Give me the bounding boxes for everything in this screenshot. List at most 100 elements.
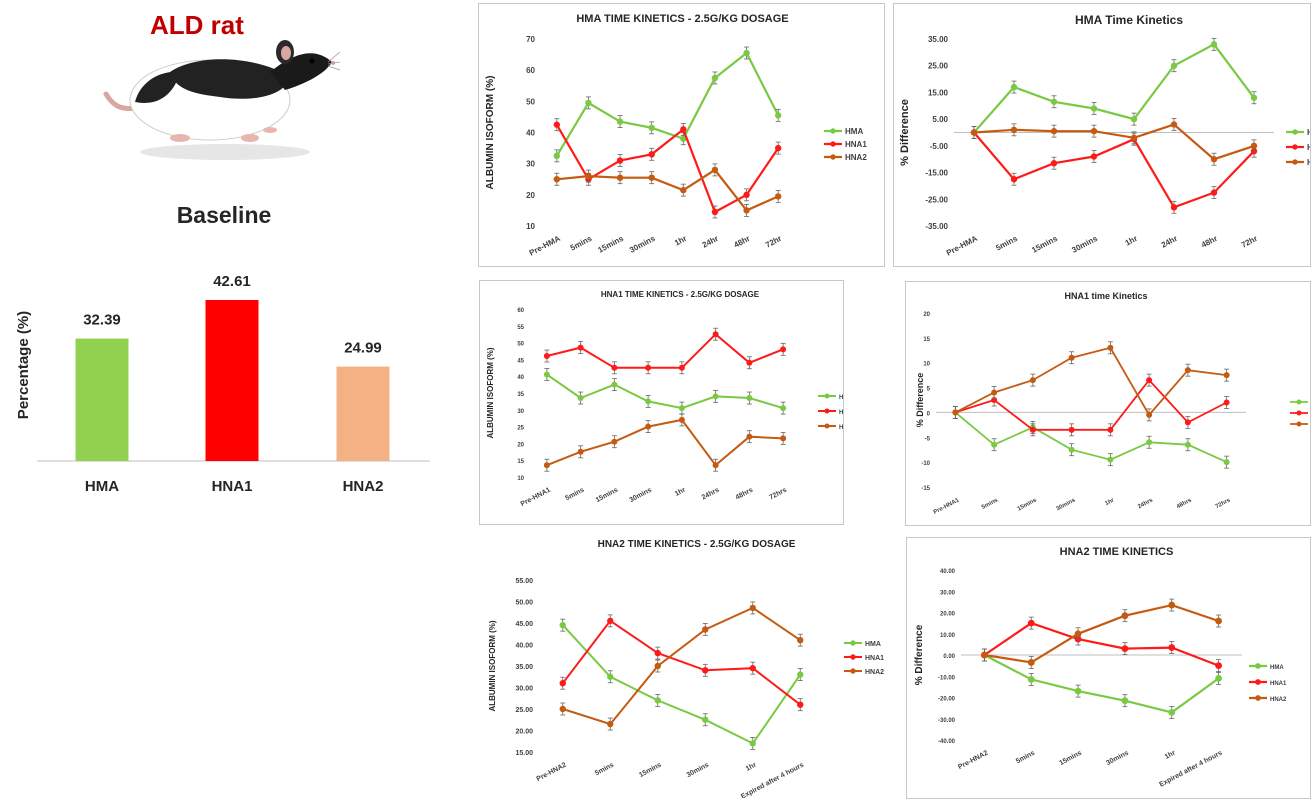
x-tick-label: 48hr — [732, 234, 751, 250]
data-point-hna2 — [991, 389, 998, 396]
y-tick-label: 40 — [526, 129, 535, 138]
data-point-hma — [1168, 708, 1176, 716]
x-tick-label: 48hrs — [735, 487, 755, 502]
chart-panel-hma-diff: HMA Time Kinetics % Difference -35.00 -25.0… — [893, 3, 1311, 267]
series-line-hma — [954, 411, 1227, 463]
x-tick-label: Pre-HNA1 — [933, 497, 961, 516]
data-point-hma — [678, 405, 685, 412]
x-tick-label: 5mins — [994, 234, 1019, 253]
y-tick-label: -5.00 — [930, 142, 949, 151]
data-point-hna2 — [970, 129, 978, 136]
data-point-hma — [743, 49, 750, 57]
series-line-hna2 — [984, 603, 1219, 664]
x-tick-label: Pre-HMA — [945, 234, 979, 258]
legend-label-hma: HMA — [865, 641, 881, 648]
legend-marker-hna1 — [850, 654, 856, 660]
legend-marker-hma — [1296, 399, 1302, 405]
legend-marker-hna1 — [824, 408, 830, 414]
x-tick-label: 72hr — [1240, 234, 1259, 250]
data-point-hna2 — [1184, 367, 1191, 374]
chart-panel-hna2-diff: HNA2 TIME KINETICS % Difference -40.00 -30.… — [906, 537, 1311, 799]
y-tick-label: 45.00 — [515, 621, 533, 628]
data-point-hna1 — [543, 353, 550, 360]
data-point-hna2 — [743, 207, 750, 214]
data-point-hna1 — [774, 144, 782, 152]
data-point-hma — [654, 697, 661, 704]
data-point-hma — [1184, 441, 1191, 448]
data-point-hna1 — [1027, 619, 1035, 627]
series-line-hma — [973, 42, 1255, 134]
x-tick-label: 24hrs — [701, 487, 721, 502]
y-tick-label: 25.00 — [515, 707, 533, 714]
series-line-hna2 — [954, 346, 1227, 417]
x-tick-label: 1hr — [1104, 497, 1116, 507]
data-point-hna2 — [616, 174, 624, 181]
y-tick-label: 55.00 — [515, 578, 533, 585]
legend-marker-hna1 — [1292, 144, 1298, 150]
data-point-hma — [1074, 687, 1082, 695]
data-point-hna1 — [611, 364, 618, 371]
y-tick-label: 10.00 — [940, 633, 956, 639]
baseline-title: Baseline — [177, 202, 272, 228]
data-point-hna1 — [680, 126, 687, 133]
y-tick-label: 70 — [526, 35, 535, 44]
chart-title: HNA1 time Kinetics — [1064, 291, 1147, 301]
data-point-hma — [1210, 41, 1218, 48]
data-point-hma — [1250, 94, 1258, 101]
x-tick-label: 30mins — [686, 762, 711, 780]
y-tick-label: 30 — [517, 409, 524, 415]
y-tick-label: 5 — [927, 387, 931, 393]
series-line-hma — [983, 654, 1220, 714]
y-tick-label: 35 — [517, 392, 524, 398]
x-tick-label: 24hr — [701, 234, 720, 250]
legend-marker-hna2 — [1296, 421, 1302, 427]
data-point-hna1 — [743, 191, 750, 199]
baseline-bar-chart: Baseline Percentage (%) 32.39 HMA 42.61 HNA1 2… — [15, 202, 430, 495]
legend-marker-hna2 — [830, 154, 836, 160]
data-point-hna2 — [1029, 377, 1036, 384]
x-tick-label: 1hr — [673, 234, 688, 248]
data-point-hna1 — [616, 157, 624, 164]
data-point-hma — [1068, 446, 1075, 453]
data-point-hma — [1090, 105, 1098, 112]
y-tick-label: 35.00 — [928, 35, 949, 44]
data-point-hna1 — [1210, 189, 1218, 196]
y-tick-label: 35.00 — [515, 664, 533, 671]
data-point-hma — [645, 398, 652, 405]
y-tick-label: 60 — [517, 308, 524, 314]
x-tick-label: 48hrs — [1176, 497, 1194, 510]
chart-panel-hna1-dosage: HNA1 TIME KINETICS - 2.5G/KG DOSAGE ALBUM… — [479, 280, 844, 525]
data-point-hna2 — [585, 172, 592, 180]
line-chart-hma-dosage: HMA TIME KINETICS - 2.5G/KG DOSAGE ALBUMI… — [485, 13, 867, 258]
x-tick-label: Pre-HNA2 — [536, 762, 568, 784]
y-tick-label: 60 — [526, 66, 535, 75]
x-tick-label: 1hr — [745, 761, 758, 772]
data-point-hma — [797, 671, 804, 678]
series-line-hna2 — [973, 123, 1255, 161]
data-point-hna1 — [1223, 399, 1230, 406]
data-point-hna2 — [1168, 601, 1176, 609]
data-point-hna1 — [711, 208, 719, 216]
data-point-hna2 — [1050, 127, 1058, 135]
data-point-hna2 — [712, 462, 719, 469]
legend-label-hna1: HNA1 — [845, 140, 867, 149]
data-point-hna2 — [1074, 630, 1082, 638]
data-point-hna1 — [678, 364, 685, 371]
legend-marker-hna2 — [850, 668, 856, 674]
legend-label-hma: HMA — [845, 127, 863, 136]
legend-label-hna2: HNA2 — [1270, 697, 1287, 703]
chart-panel-hna1-diff: HNA1 time Kinetics % Difference -15 -10 -5 0 5… — [905, 281, 1311, 526]
data-point-hma — [1010, 83, 1018, 91]
data-point-hma — [607, 673, 614, 680]
legend-label-hna2: HNA2 — [839, 425, 843, 431]
y-tick-label: 0 — [927, 411, 931, 417]
baseline-category-label: HNA1 — [212, 478, 253, 495]
data-point-hna2 — [680, 186, 687, 194]
y-tick-label: 50 — [526, 97, 535, 106]
data-point-hna1 — [1184, 419, 1191, 426]
legend-label-hna2: HNA2 — [1307, 158, 1310, 167]
legend-marker-hma — [1255, 663, 1261, 669]
line-chart-hna2-diff: HNA2 TIME KINETICS % Difference -40.00 -30.… — [914, 546, 1287, 789]
data-point-hna1 — [712, 331, 719, 338]
y-tick-label: 15 — [923, 337, 930, 343]
